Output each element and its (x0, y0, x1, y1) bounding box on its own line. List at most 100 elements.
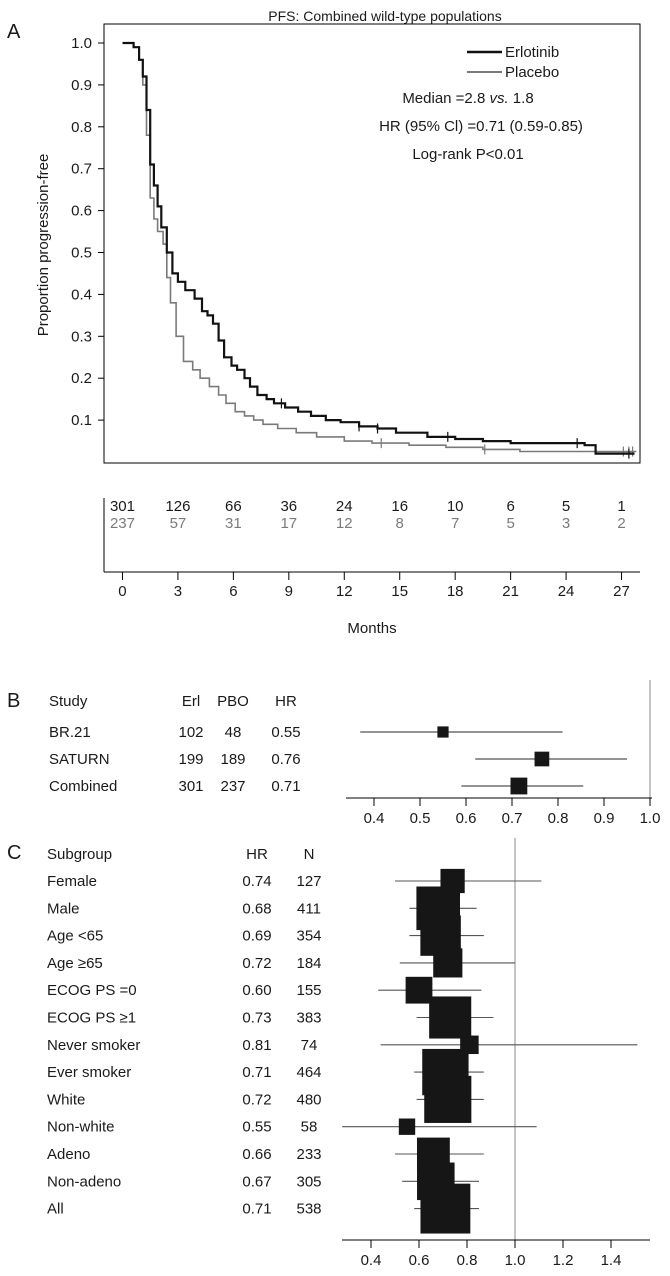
forest-c-row-label: ECOG PS ≥1 (47, 1010, 136, 1027)
forest-c-row-hr: 0.67 (242, 1173, 271, 1190)
km-y-tick-label: 0.3 (71, 328, 92, 345)
forest-b-hr-marker (437, 726, 449, 738)
km-at-risk-erlotinib: 1 (617, 498, 625, 515)
forest-b-row-pbo: 189 (220, 751, 245, 768)
forest-b-row-erl: 102 (178, 724, 203, 741)
forest-b-header-study: Study (49, 693, 88, 710)
forest-c-row-label: Ever smoker (47, 1064, 131, 1081)
km-at-risk-placebo: 8 (396, 515, 404, 532)
forest-c-row-hr: 0.69 (242, 928, 271, 945)
forest-c-row-label: Age <65 (47, 928, 103, 945)
km-at-risk-placebo: 237 (110, 515, 135, 532)
legend-label-erlotinib: Erlotinib (505, 44, 559, 61)
forest-c-row-label: All (47, 1201, 64, 1218)
forest-c-row-hr: 0.60 (242, 982, 271, 999)
km-at-risk-placebo: 31 (225, 515, 242, 532)
forest-c-row-n: 74 (301, 1037, 318, 1054)
km-annotation-logrank: Log-rank P<0.01 (412, 146, 523, 163)
forest-c-row-hr: 0.68 (242, 900, 271, 917)
forest-c-row-hr: 0.66 (242, 1146, 271, 1163)
panel-a-letter: A (7, 21, 21, 43)
forest-b-row-label: SATURN (49, 751, 110, 768)
km-at-risk-erlotinib: 24 (336, 498, 353, 515)
km-at-risk-erlotinib: 5 (562, 498, 570, 515)
forest-c-row-n: 480 (296, 1091, 321, 1108)
forest-c-row-label: Adeno (47, 1146, 90, 1163)
forest-c-row-n: 411 (297, 900, 321, 917)
km-x-tick-label: 9 (285, 583, 293, 600)
forest-c-row-label: ECOG PS =0 (47, 982, 137, 999)
forest-c-x-tick-label: 0.6 (409, 1252, 430, 1269)
forest-c-hr-marker (433, 948, 463, 978)
km-x-tick-label: 0 (118, 583, 126, 600)
km-at-risk-placebo: 7 (451, 515, 459, 532)
km-at-risk-erlotinib: 10 (447, 498, 464, 515)
km-at-risk-placebo: 5 (506, 515, 514, 532)
forest-b-header-pbo: PBO (217, 693, 249, 710)
km-y-tick-label: 0.7 (71, 161, 92, 178)
forest-c-row-n: 184 (296, 955, 321, 972)
forest-b-x-tick-label: 0.7 (502, 810, 523, 827)
forest-c-hr-marker (398, 1118, 416, 1135)
forest-c-row-label: Male (47, 900, 80, 917)
forest-c-row-hr: 0.81 (242, 1037, 271, 1054)
forest-c-row-n: 383 (296, 1010, 321, 1027)
forest-c-row-hr: 0.72 (242, 1091, 271, 1108)
forest-b-header-hr: HR (275, 693, 297, 710)
forest-c-row-hr: 0.71 (242, 1064, 271, 1081)
km-x-tick-label: 27 (613, 583, 630, 600)
forest-c-row-n: 305 (296, 1173, 321, 1190)
forest-b-row-erl: 301 (178, 778, 203, 795)
forest-b-x-tick-label: 0.4 (364, 810, 385, 827)
forest-c-row-label: White (47, 1091, 85, 1108)
km-at-risk-erlotinib: 301 (110, 498, 135, 515)
forest-c-hr-marker (405, 976, 433, 1004)
km-at-risk-placebo: 2 (617, 515, 625, 532)
forest-c-x-tick-label: 0.8 (457, 1252, 478, 1269)
forest-b-x-tick-label: 0.8 (548, 810, 569, 827)
forest-b-row-pbo: 48 (225, 724, 242, 741)
forest-b-row-hr: 0.55 (271, 724, 300, 741)
forest-c-row-n: 538 (296, 1201, 321, 1218)
km-at-risk-erlotinib: 6 (506, 498, 514, 515)
km-at-risk-erlotinib: 16 (391, 498, 408, 515)
km-x-tick-label: 24 (558, 583, 575, 600)
forest-c-row-n: 155 (296, 982, 321, 999)
km-x-axis-label: Months (347, 620, 396, 637)
forest-c-header-n: N (304, 846, 315, 863)
km-at-risk-placebo: 3 (562, 515, 570, 532)
forest-c-row-n: 58 (301, 1119, 318, 1136)
km-at-risk-erlotinib: 66 (225, 498, 242, 515)
forest-c-row-label: Non-adeno (47, 1173, 121, 1190)
forest-c-row-hr: 0.73 (242, 1010, 271, 1027)
km-y-tick-label: 0.1 (71, 412, 92, 429)
panel-c-letter: C (7, 842, 21, 864)
km-x-tick-label: 15 (391, 583, 408, 600)
km-x-tick-label: 21 (502, 583, 519, 600)
forest-b-row-erl: 199 (178, 751, 203, 768)
forest-b-row-label: BR.21 (49, 724, 91, 741)
forest-c-x-tick-label: 1.4 (601, 1252, 622, 1269)
forest-c-row-label: Age ≥65 (47, 955, 103, 972)
forest-c-row-hr: 0.55 (242, 1119, 271, 1136)
km-at-risk-erlotinib: 126 (165, 498, 190, 515)
forest-c-row-label: Non-white (47, 1119, 115, 1136)
km-y-tick-label: 0.8 (71, 119, 92, 136)
km-x-tick-label: 12 (336, 583, 353, 600)
km-annotation-median: Median =2.8 vs. 1.8 (402, 90, 533, 107)
forest-c-hr-marker (429, 996, 472, 1039)
km-at-risk-erlotinib: 36 (280, 498, 297, 515)
km-y-axis-label: Proportion progression-free (35, 154, 52, 337)
km-y-tick-label: 1.0 (71, 35, 92, 52)
forest-c-row-label: Female (47, 873, 97, 890)
legend-label-placebo: Placebo (505, 64, 559, 81)
forest-c-row-hr: 0.71 (242, 1201, 271, 1218)
forest-c-row-n: 233 (296, 1146, 321, 1163)
forest-c-row-n: 464 (296, 1064, 321, 1081)
km-curve-erlotinib (122, 41, 635, 455)
forest-c-x-tick-label: 1.0 (505, 1252, 526, 1269)
forest-c-row-n: 354 (296, 928, 321, 945)
km-at-risk-placebo: 12 (336, 515, 353, 532)
forest-c-row-hr: 0.74 (242, 873, 271, 890)
